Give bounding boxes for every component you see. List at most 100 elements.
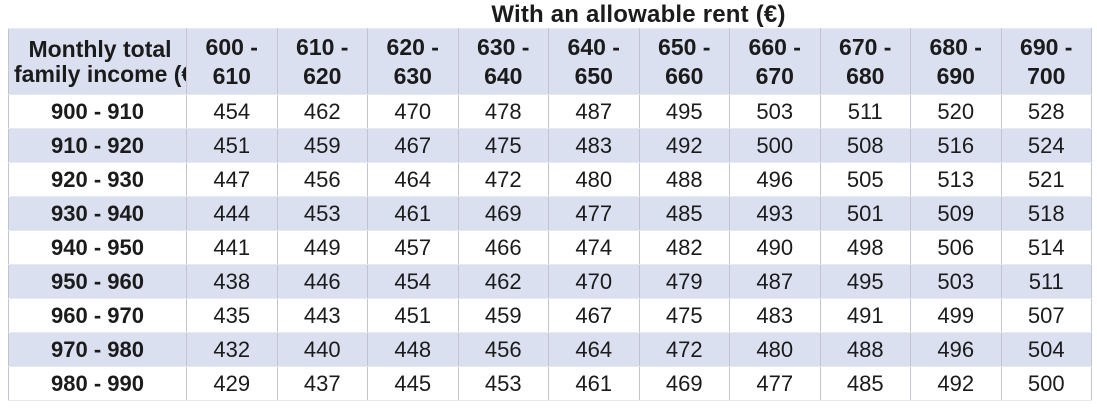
rent-value-cell: 451 (186, 128, 278, 163)
rent-value-cell: 453 (276, 196, 368, 231)
rent-value-cell: 461 (367, 196, 459, 231)
rent-value-cell: 462 (276, 94, 368, 129)
rent-value-cell: 464 (548, 332, 640, 367)
rent-value-cell: 445 (367, 366, 459, 401)
column-header-range-start: 600 - (205, 33, 258, 60)
column-header-610-620: 610 -620 (276, 28, 368, 95)
column-header-range-start: 680 - (929, 33, 982, 60)
column-header-range-end: 640 (484, 62, 523, 89)
rent-value-cell: 482 (638, 230, 730, 265)
rent-value-cell: 474 (548, 230, 640, 265)
rent-value-cell: 501 (819, 196, 911, 231)
rent-value-cell: 491 (819, 298, 911, 333)
column-header-range-end: 620 (303, 62, 342, 89)
row-label-income: 940 - 950 (8, 230, 187, 265)
corner-header-income: Monthly total family income (€) (8, 28, 187, 95)
rent-value-cell: 506 (910, 230, 1002, 265)
rent-value-cell: 490 (729, 230, 821, 265)
column-header-range-start: 630 - (477, 33, 530, 60)
rent-value-cell: 524 (1000, 128, 1092, 163)
rent-value-cell: 495 (819, 264, 911, 299)
rent-value-cell: 488 (638, 162, 730, 197)
rent-value-cell: 453 (457, 366, 549, 401)
column-header-range-start: 690 - (1020, 33, 1073, 60)
column-header-670-680: 670 -680 (819, 28, 911, 95)
row-label-income: 980 - 990 (8, 366, 187, 401)
rent-value-cell: 509 (910, 196, 1002, 231)
rent-value-cell: 443 (276, 298, 368, 333)
row-label-income: 970 - 980 (8, 332, 187, 367)
rent-value-cell: 480 (729, 332, 821, 367)
rent-value-cell: 492 (910, 366, 1002, 401)
rent-value-cell: 470 (367, 94, 459, 129)
column-header-range-start: 640 - (567, 33, 620, 60)
rent-value-cell: 516 (910, 128, 1002, 163)
column-header-range-start: 670 - (839, 33, 892, 60)
rent-value-cell: 500 (729, 128, 821, 163)
rent-value-cell: 485 (638, 196, 730, 231)
rent-value-cell: 479 (638, 264, 730, 299)
column-header-640-650: 640 -650 (548, 28, 640, 95)
rent-value-cell: 457 (367, 230, 459, 265)
rent-value-cell: 487 (548, 94, 640, 129)
rent-value-cell: 493 (729, 196, 821, 231)
rent-value-cell: 483 (729, 298, 821, 333)
column-header-range-end: 670 (755, 62, 794, 89)
column-header-range-end: 630 (393, 62, 432, 89)
rent-value-cell: 514 (1000, 230, 1092, 265)
rent-value-cell: 499 (910, 298, 1002, 333)
table-row-980-990: 980 - 990 429 437 445 453 461 469 477 48… (8, 366, 1092, 401)
rent-value-cell: 469 (638, 366, 730, 401)
rent-value-cell: 485 (819, 366, 911, 401)
column-header-range-end: 680 (846, 62, 885, 89)
rent-value-cell: 487 (729, 264, 821, 299)
rent-value-cell: 488 (819, 332, 911, 367)
row-label-income: 930 - 940 (8, 196, 187, 231)
table-row-940-950: 940 - 950 441 449 457 466 474 482 490 49… (8, 230, 1092, 265)
rent-value-cell: 507 (1000, 298, 1092, 333)
rent-value-cell: 454 (367, 264, 459, 299)
rent-value-cell: 448 (367, 332, 459, 367)
column-header-range-start: 650 - (658, 33, 711, 60)
rent-value-cell: 503 (910, 264, 1002, 299)
rent-value-cell: 472 (638, 332, 730, 367)
rent-value-cell: 480 (548, 162, 640, 197)
rent-value-cell: 466 (457, 230, 549, 265)
rent-value-cell: 477 (729, 366, 821, 401)
rent-value-cell: 498 (819, 230, 911, 265)
column-header-630-640: 630 -640 (457, 28, 549, 95)
table-row-960-970: 960 - 970 435 443 451 459 467 475 483 49… (8, 298, 1092, 333)
rent-value-cell: 467 (548, 298, 640, 333)
rent-value-cell: 438 (186, 264, 278, 299)
page-title: With an allowable rent (€) (491, 1, 786, 28)
rent-value-cell: 518 (1000, 196, 1092, 231)
rent-value-cell: 495 (638, 94, 730, 129)
rent-value-cell: 528 (1000, 94, 1092, 129)
column-header-range-end: 660 (665, 62, 704, 89)
rent-value-cell: 496 (910, 332, 1002, 367)
column-header-680-690: 680 -690 (910, 28, 1002, 95)
rent-value-cell: 456 (276, 162, 368, 197)
rent-value-cell: 492 (638, 128, 730, 163)
rent-value-cell: 511 (1000, 264, 1092, 299)
table-row-950-960: 950 - 960 438 446 454 462 470 479 487 49… (8, 264, 1092, 299)
column-header-range-start: 610 - (296, 33, 349, 60)
rent-value-cell: 467 (367, 128, 459, 163)
rent-value-cell: 444 (186, 196, 278, 231)
rent-value-cell: 470 (548, 264, 640, 299)
column-header-650-660: 650 -660 (638, 28, 730, 95)
rent-value-cell: 449 (276, 230, 368, 265)
header-row: Monthly total family income (€) 600 - 610… (8, 28, 1092, 95)
table-row-970-980: 970 - 980 432 440 448 456 464 472 480 48… (8, 332, 1092, 367)
row-label-income: 950 - 960 (8, 264, 187, 299)
row-label-income: 900 - 910 (8, 94, 187, 129)
column-header-690-700: 690 -700 (1000, 28, 1092, 95)
column-header-660-670: 660 -670 (729, 28, 821, 95)
rent-value-cell: 435 (186, 298, 278, 333)
table-row-910-920: 910 - 920 451 459 467 475 483 492 500 50… (8, 128, 1092, 163)
rent-value-cell: 459 (276, 128, 368, 163)
rent-value-cell: 477 (548, 196, 640, 231)
column-header-range-end: 690 (936, 62, 975, 89)
rent-value-cell: 483 (548, 128, 640, 163)
